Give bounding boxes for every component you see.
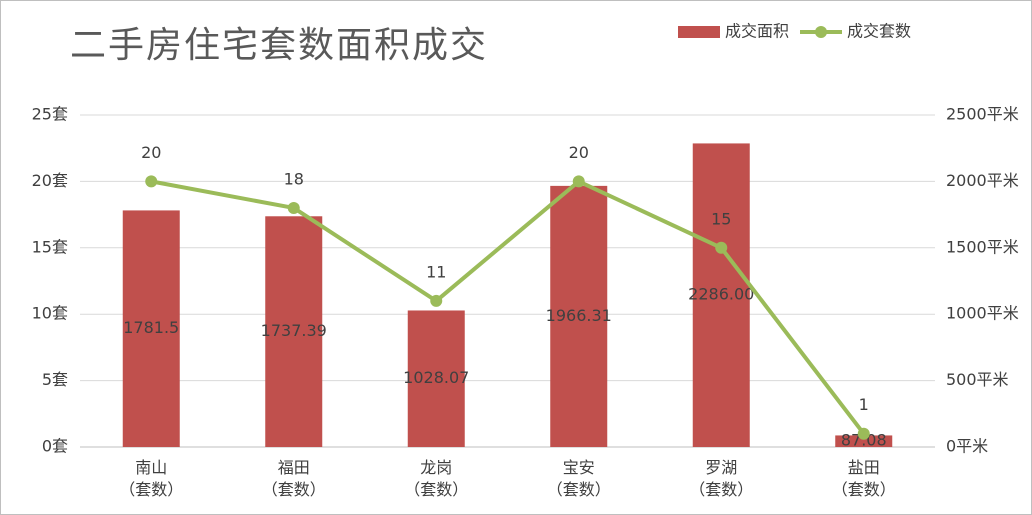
bar-value-label: 2286.00 (688, 285, 754, 304)
line-value-label: 11 (426, 262, 446, 281)
x-tick-label-box: 龙岗 （套数） (404, 458, 469, 499)
line-point (857, 427, 870, 440)
bar (265, 216, 323, 447)
bar (550, 185, 608, 448)
bar (835, 435, 893, 447)
bar-value-label: 1781.5 (123, 318, 179, 337)
x-tick-label: 宝安 （套数） (546, 458, 611, 499)
x-tick-label-box: 盐田 （套数） (831, 458, 896, 499)
y-tick-label: 20套 (32, 171, 68, 190)
bar (122, 210, 180, 447)
x-tick-label-box: 宝安 （套数） (546, 458, 611, 499)
bar-value-label: 87.08 (841, 431, 887, 450)
x-tick-label: 龙岗 （套数） (404, 458, 469, 499)
legend-swatch (678, 26, 720, 38)
y-tick-label: 5套 (42, 370, 68, 389)
chart-title: 二手房住宅套数面积成交 (70, 25, 488, 66)
y-tick-label: 25套 (32, 105, 68, 124)
line-point (287, 201, 300, 214)
x-tick-label-box: 福田 （套数） (261, 458, 326, 499)
x-tick-label: 福田 （套数） (261, 458, 326, 499)
bar-value-label: 1028.07 (403, 368, 469, 387)
line-value-label: 20 (141, 143, 161, 162)
y2-tick-label: 1000平米 (946, 304, 1019, 323)
x-tick-label-box: 南山 （套数） (119, 458, 184, 499)
y2-tick-label: 2500平米 (946, 105, 1019, 124)
line-point (715, 241, 728, 254)
x-tick-label-box: 罗湖 （套数） (689, 458, 754, 499)
line-value-label: 20 (569, 143, 589, 162)
x-tick-label: 南山 （套数） (119, 458, 184, 499)
y2-tick-label: 2000平米 (946, 171, 1019, 190)
line-value-label: 15 (711, 209, 731, 228)
line-value-label: 1 (859, 395, 869, 414)
legend-swatch-marker (815, 26, 827, 38)
y2-tick-label: 1500平米 (946, 237, 1019, 256)
y-tick-label: 10套 (32, 304, 68, 323)
line (150, 179, 866, 435)
bar (407, 310, 465, 447)
bar-value-label: 1737.39 (261, 321, 327, 340)
y2-tick-label: 500平米 (946, 370, 1009, 389)
bar-value-label: 1966.31 (546, 306, 612, 325)
x-tick-label: 罗湖 （套数） (689, 458, 754, 499)
legend-label: 成交面积 (725, 22, 789, 41)
legend-label: 成交套数 (847, 22, 911, 41)
bar (692, 143, 750, 448)
line-point (145, 175, 158, 188)
line-value-label: 18 (284, 169, 304, 188)
y-tick-label: 15套 (32, 237, 68, 256)
line-point (430, 294, 443, 307)
x-tick-label: 盐田 （套数） (831, 458, 896, 499)
y-tick-label: 0套 (42, 437, 68, 456)
line-point (572, 175, 585, 188)
y2-tick-label: 0平米 (946, 437, 988, 456)
